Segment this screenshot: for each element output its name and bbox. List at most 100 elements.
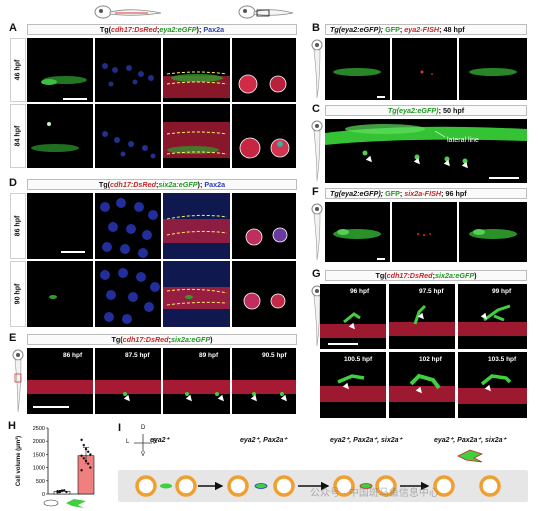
orientation-axes: D V L R bbox=[126, 425, 158, 458]
timepoint-label: 102 hpf bbox=[419, 356, 442, 363]
scale-bar bbox=[328, 343, 358, 345]
title-part: cdh17:DsRed bbox=[122, 335, 169, 344]
panel-a-tile-cross-84 bbox=[232, 104, 296, 168]
scale-bar bbox=[377, 96, 385, 98]
title-part: ); bbox=[197, 180, 205, 189]
panel-c-letter: C bbox=[312, 103, 320, 115]
panel-b-tile-red bbox=[392, 38, 457, 100]
stage-label-3: eya2⁺, Pax2a⁺, six2a⁺ bbox=[330, 437, 403, 444]
panel-d-letter: D bbox=[9, 177, 17, 189]
panel-d-title: Tg(cdh17:DsRed;six2a:eGFP); Pax2a bbox=[27, 179, 297, 190]
title-part: six2a:eGFP bbox=[434, 271, 475, 280]
title-part: ) bbox=[474, 271, 477, 280]
panel-b-title: Tg(eya2:eGFP); GFP; eya2-FISH; 48 hpf bbox=[325, 24, 527, 35]
panel-e-title: Tg(cdh17:DsRed;six2a:eGFP) bbox=[27, 334, 297, 345]
panel-e-tile-1: 86 hpf bbox=[27, 348, 93, 414]
title-part: six2a:eGFP bbox=[158, 180, 198, 189]
title-part: Tg( bbox=[98, 180, 111, 189]
panel-b-tile-green bbox=[325, 38, 390, 100]
panel-e-tile-2: 87.5 hpf bbox=[95, 348, 161, 414]
row-label-84hpf: 84 hpf bbox=[10, 104, 26, 168]
title-part: ) bbox=[210, 335, 213, 344]
panel-d-tile-blue-90 bbox=[95, 261, 161, 327]
y-tick-label: 1500 bbox=[33, 452, 45, 458]
title-part: GFP bbox=[385, 189, 400, 198]
panel-g-letter: G bbox=[312, 268, 321, 280]
embryo-schematic-e bbox=[12, 349, 24, 413]
axis-v: V bbox=[141, 452, 146, 458]
panel-d-tile-green-90 bbox=[27, 261, 93, 327]
embryo-schematic-c bbox=[311, 120, 323, 182]
data-point bbox=[80, 438, 83, 442]
title-part: Tg( bbox=[111, 335, 123, 344]
panel-f-tile-merge bbox=[459, 202, 527, 262]
row-label-86hpf: 86 hpf bbox=[10, 193, 26, 259]
lineage-diagram bbox=[135, 449, 501, 497]
panel-f-title: Tg(eya2:eGFP); GFP; six2a-FISH; 96 hpf bbox=[325, 188, 527, 199]
chart-ylabel: Cell volume (μm³) bbox=[16, 435, 22, 487]
panel-d-tile-cross-90 bbox=[232, 261, 296, 327]
title-part: eya2-FISH bbox=[404, 25, 440, 34]
axis-d: D bbox=[141, 425, 146, 431]
panel-h-letter: H bbox=[8, 420, 16, 432]
panel-a-tile-blue-84 bbox=[95, 104, 161, 168]
title-part: Tg( bbox=[99, 25, 112, 34]
timepoint-label: 90.5 hpf bbox=[262, 352, 287, 359]
data-point bbox=[56, 489, 59, 493]
data-point bbox=[89, 466, 92, 469]
timepoint-label: 97.5 hpf bbox=[419, 288, 444, 295]
title-part: ; 48 hpf bbox=[439, 25, 465, 34]
title-part: ; bbox=[399, 189, 405, 198]
panel-f-tile-red bbox=[392, 202, 457, 262]
title-part: cdh17:DsRed bbox=[110, 180, 156, 189]
scale-bar bbox=[489, 177, 519, 179]
watermark: 公众号 · 中国斑马鱼信息中心 bbox=[310, 488, 439, 499]
title-part: ; bbox=[399, 25, 405, 34]
data-point bbox=[80, 454, 83, 457]
row-label-90hpf: 90 hpf bbox=[10, 261, 26, 327]
timepoint-label: 86 hpf bbox=[63, 352, 83, 359]
stage-label-2: eya2⁺, Pax2a⁺ bbox=[240, 437, 288, 444]
panel-a-title: Tg(cdh17:DsRed;eya2:eGFP); Pax2a bbox=[27, 24, 297, 35]
axis-l: L bbox=[126, 439, 130, 445]
title-part: ); bbox=[196, 25, 204, 34]
y-tick-label: 2500 bbox=[33, 426, 45, 432]
title-part: eya2:eGFP bbox=[159, 25, 197, 34]
data-point bbox=[89, 453, 92, 456]
panel-c-tile: lateral line bbox=[325, 119, 527, 183]
axis-r: R bbox=[153, 439, 158, 445]
title-part: Tg( bbox=[375, 271, 387, 280]
data-point bbox=[58, 490, 61, 494]
panel-g-tile-5: 102 hpf bbox=[389, 352, 455, 418]
title-part: cdh17:DsRed bbox=[386, 271, 433, 280]
data-point bbox=[82, 443, 85, 447]
panel-d-tile-merge-90 bbox=[163, 261, 230, 327]
title-part: ; bbox=[168, 335, 171, 344]
panel-d-tile-blue-86 bbox=[95, 193, 161, 259]
data-point bbox=[80, 469, 83, 472]
panel-a-tile-cross-46 bbox=[232, 38, 296, 102]
timepoint-label: 100.5 hpf bbox=[344, 356, 373, 363]
timepoint-label: 96 hpf bbox=[350, 288, 370, 295]
timepoint-label: 87.5 hpf bbox=[125, 352, 150, 359]
y-tick-label: 500 bbox=[36, 479, 45, 485]
stage-label-1: eya2⁺ bbox=[150, 437, 170, 444]
panel-i-letter: I bbox=[118, 422, 122, 434]
embryo-schematic-f bbox=[311, 203, 323, 261]
panel-g-tile-6: 103.5 hpf bbox=[458, 352, 527, 418]
title-part: Tg(eya2:eGFP); bbox=[330, 189, 386, 198]
panel-a-tile-merge-84 bbox=[163, 104, 230, 168]
title-part: ; bbox=[155, 180, 159, 189]
y-tick-label: 1000 bbox=[33, 466, 45, 472]
data-point bbox=[65, 490, 68, 494]
panel-b-tile-merge bbox=[459, 38, 527, 100]
timepoint-label: 89 hpf bbox=[199, 352, 219, 359]
panel-e-letter: E bbox=[9, 332, 17, 344]
panel-d-tile-merge-86 bbox=[163, 193, 230, 259]
lateral-line-label: lateral line bbox=[447, 137, 479, 144]
data-point bbox=[87, 450, 90, 453]
title-part: ; bbox=[432, 271, 435, 280]
title-part: Tg(eya2:eGFP) bbox=[387, 106, 439, 115]
title-part: six2a-FISH bbox=[404, 189, 442, 198]
panel-d-tile-cross-86 bbox=[232, 193, 296, 259]
